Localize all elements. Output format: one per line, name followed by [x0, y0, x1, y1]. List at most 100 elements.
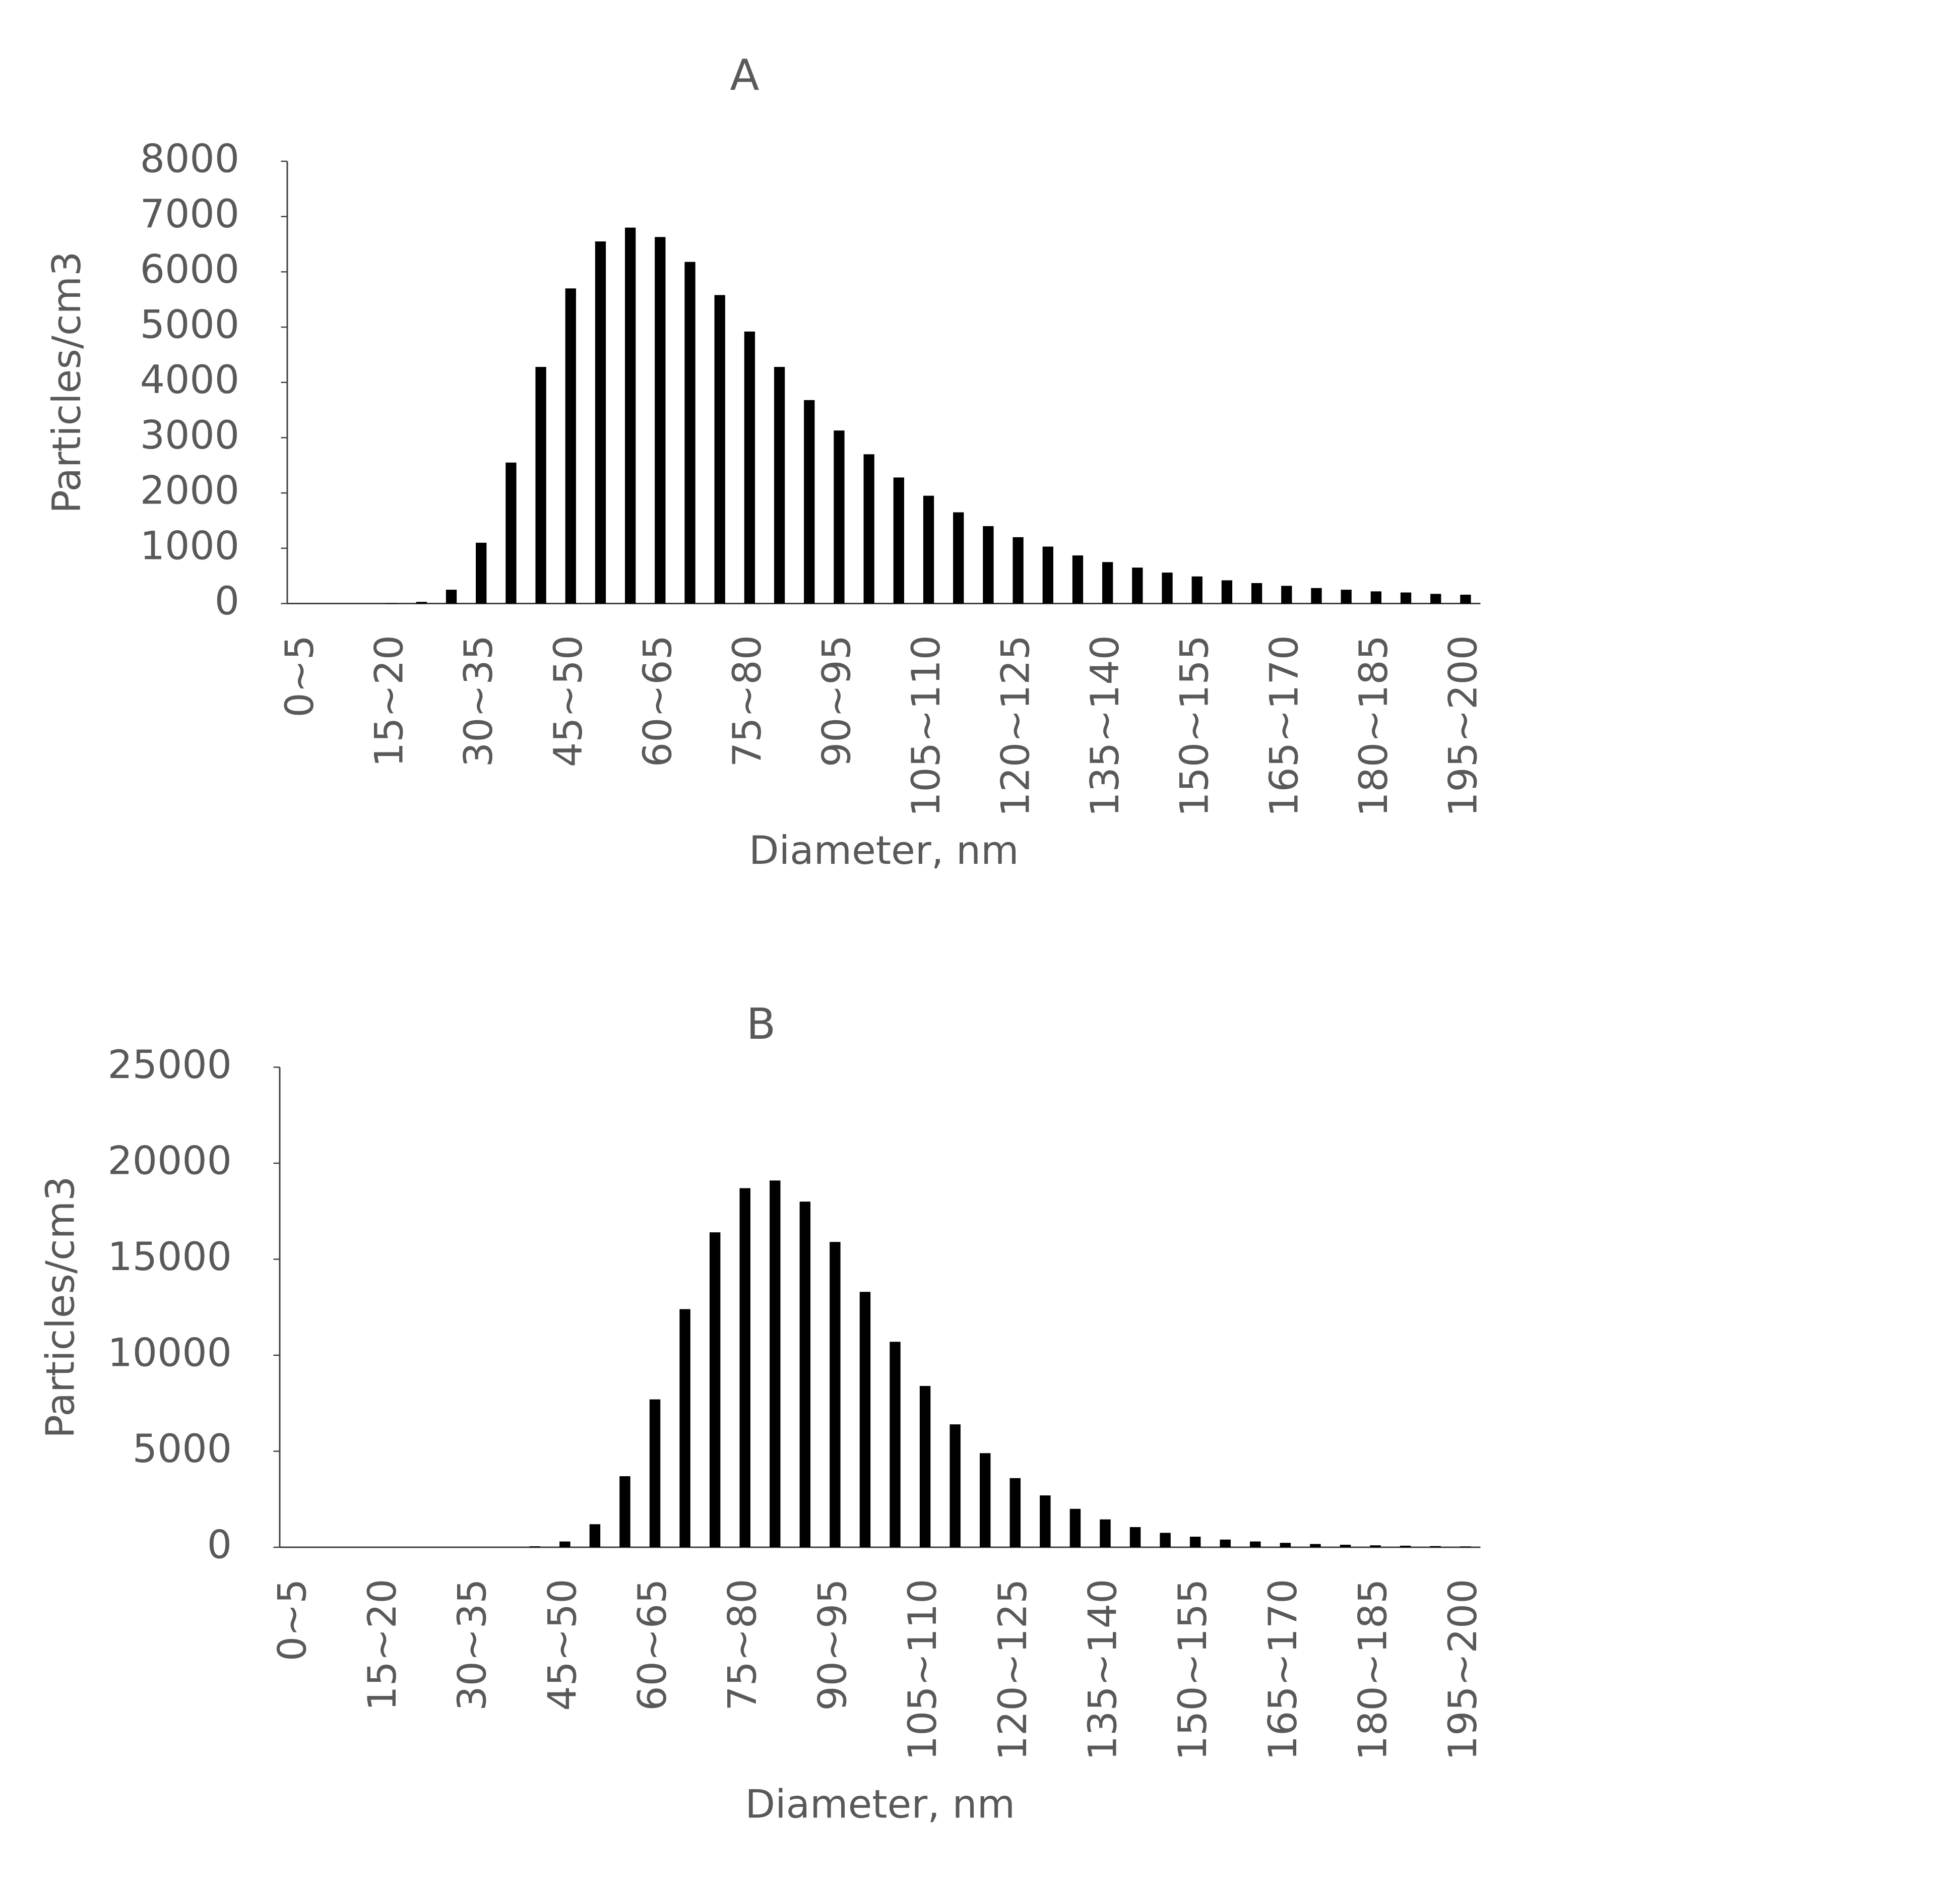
bar: [770, 1180, 781, 1547]
bar: [1430, 594, 1441, 604]
bar: [1189, 1537, 1201, 1547]
x-tick-label: 90~95: [814, 635, 859, 767]
x-tick-label: 15~20: [360, 1579, 405, 1711]
bar: [859, 1292, 871, 1547]
bar: [625, 227, 636, 604]
bar: [983, 526, 994, 604]
y-tick-label: 3000: [140, 413, 239, 458]
bar: [1310, 1544, 1321, 1547]
bar: [1341, 590, 1352, 604]
x-tick-label: 30~35: [456, 635, 501, 767]
y-tick-label: 0: [207, 1522, 232, 1567]
x-tick-label: 165~170: [1260, 1579, 1306, 1761]
chart-title: A: [730, 50, 759, 100]
y-tick-label: 6000: [140, 247, 239, 292]
x-axis-title: Diameter, nm: [745, 1782, 1015, 1827]
bar: [919, 1385, 931, 1547]
bar: [655, 237, 666, 604]
bar: [863, 454, 874, 604]
bar: [505, 462, 517, 604]
x-tick-label: 105~110: [904, 635, 949, 817]
x-tick-label: 15~20: [367, 635, 412, 767]
bar: [1400, 1545, 1411, 1547]
x-tick-label: 150~155: [1170, 1579, 1216, 1761]
y-tick-label: 1000: [140, 523, 239, 569]
bar: [1460, 594, 1471, 604]
x-tick-label: 0~5: [270, 1579, 315, 1662]
bar: [1340, 1545, 1351, 1547]
chart-title: B: [746, 999, 776, 1049]
bar: [559, 1541, 571, 1547]
y-tick-label: 7000: [140, 192, 239, 237]
x-tick-label: 75~80: [720, 1579, 766, 1711]
bar: [476, 542, 487, 604]
bar: [1102, 562, 1113, 604]
bar: [589, 1524, 601, 1547]
bar: [834, 430, 845, 604]
bar: [416, 602, 427, 604]
bar: [1430, 1546, 1441, 1547]
y-axis-title: Particles/cm3: [44, 251, 90, 514]
x-tick-label: 45~50: [546, 635, 591, 767]
x-tick-label: 180~185: [1351, 1579, 1396, 1761]
x-tick-label: 165~170: [1261, 635, 1307, 817]
bar: [1129, 1527, 1141, 1547]
bar: [679, 1309, 690, 1547]
bar: [1072, 555, 1084, 604]
bar: [830, 1242, 841, 1547]
y-tick-label: 0: [215, 579, 239, 624]
bar: [1013, 537, 1024, 604]
x-tick-label: 75~80: [725, 635, 770, 767]
bar: [535, 367, 546, 604]
x-tick-label: 120~125: [993, 635, 1039, 817]
x-tick-label: 30~35: [450, 1579, 495, 1711]
bar: [1250, 1541, 1261, 1547]
x-tick-label: 0~5: [277, 635, 323, 718]
bar: [386, 603, 397, 604]
x-axis-title: Diameter, nm: [749, 828, 1019, 873]
bar: [619, 1476, 630, 1547]
bar: [804, 400, 815, 604]
bar: [1100, 1519, 1111, 1547]
y-tick-label: 8000: [140, 136, 239, 181]
bar: [1069, 1508, 1081, 1547]
y-tick-label: 25000: [107, 1042, 232, 1088]
bar: [1370, 1545, 1381, 1547]
bar: [1040, 1495, 1051, 1547]
y-axis-title: Particles/cm3: [38, 1176, 83, 1438]
bar: [979, 1453, 991, 1547]
bar: [1160, 1533, 1171, 1547]
bar: [1281, 586, 1292, 604]
bar: [1400, 592, 1412, 604]
y-tick-label: 15000: [107, 1234, 232, 1280]
bar: [1042, 546, 1053, 604]
bar: [950, 1424, 961, 1547]
x-tick-label: 180~185: [1351, 635, 1397, 817]
bar: [1221, 580, 1233, 604]
bar: [1251, 583, 1262, 604]
bar: [799, 1202, 811, 1547]
x-tick-label: 60~65: [630, 1579, 675, 1711]
y-tick-label: 4000: [140, 357, 239, 403]
bar: [1220, 1539, 1231, 1547]
y-tick-label: 20000: [107, 1138, 232, 1183]
bar: [565, 288, 576, 604]
bar: [1460, 1546, 1471, 1547]
bar: [446, 590, 457, 604]
bar: [684, 262, 696, 604]
x-tick-label: 135~140: [1080, 1579, 1125, 1761]
x-tick-label: 120~125: [990, 1579, 1036, 1761]
y-tick-label: 10000: [107, 1330, 232, 1375]
x-tick-label: 195~200: [1440, 1579, 1486, 1761]
bar: [709, 1232, 721, 1547]
x-tick-label: 195~200: [1440, 635, 1486, 817]
bar: [923, 495, 934, 604]
bar: [649, 1399, 661, 1547]
bar: [744, 331, 755, 604]
bar: [893, 477, 904, 604]
y-tick-label: 5000: [133, 1426, 232, 1472]
bar: [1370, 591, 1381, 604]
x-tick-label: 150~155: [1172, 635, 1218, 817]
